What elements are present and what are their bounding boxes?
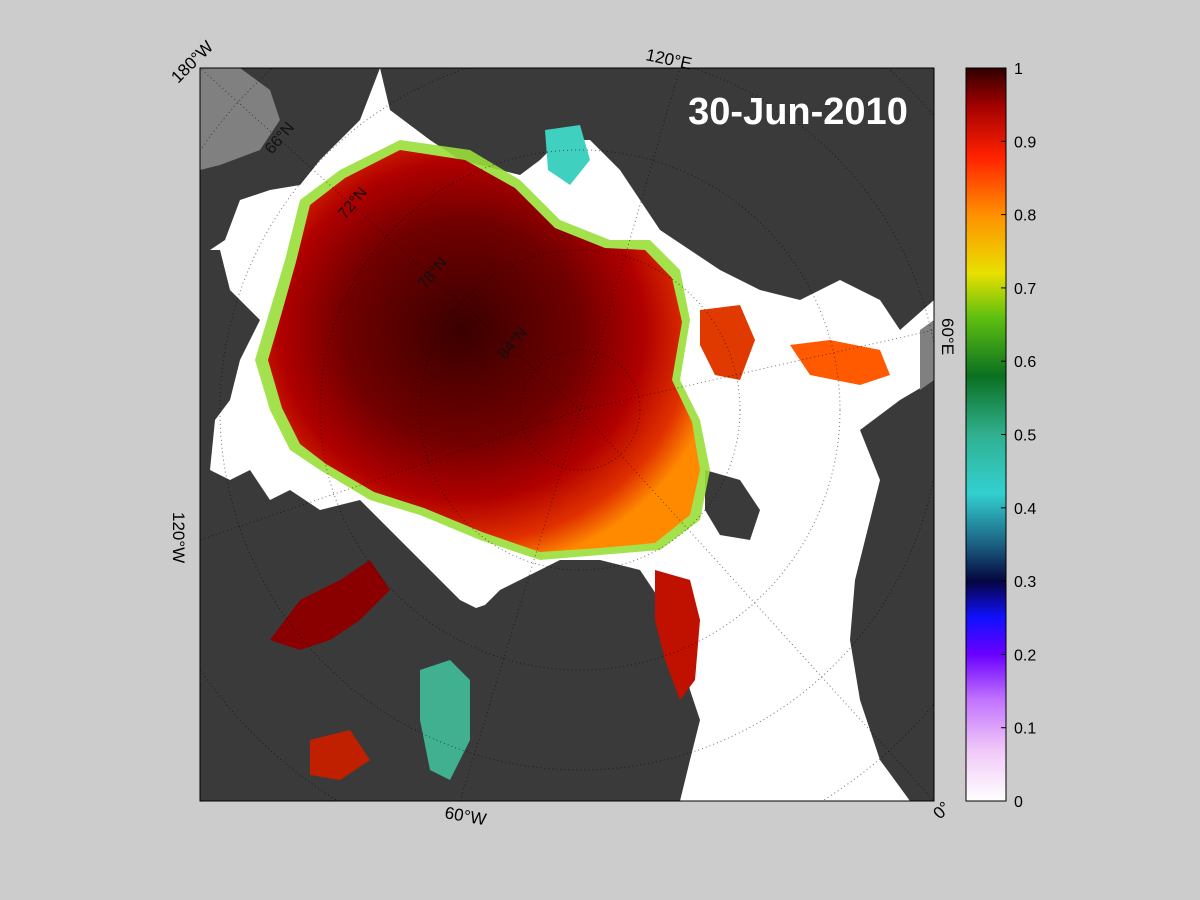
sea-ice-east-siberian (545, 125, 590, 185)
land-greenland (460, 575, 690, 801)
date-label: 30-Jun-2010 (688, 91, 908, 133)
map-frame (199, 67, 935, 802)
sea-ice-barents (700, 305, 755, 380)
sea-ice-hudson (310, 730, 370, 780)
longitude-label-0: 0° (929, 798, 954, 823)
sea-ice-core (268, 150, 700, 552)
colorbar-tick-label: 1 (1014, 61, 1023, 78)
colorbar-ticks: 0 0.1 0.2 0.3 0.4 0.5 0.6 0.7 0.8 0.9 1 (1001, 61, 1036, 811)
sea-ice-baffin (420, 660, 470, 780)
colorbar-tick-label: 0.6 (1014, 354, 1036, 371)
colorbar: 0 0.1 0.2 0.3 0.4 0.5 0.6 0.7 0.8 0.9 1 (965, 61, 1036, 811)
longitude-label-60e: 60°E (938, 318, 957, 355)
colorbar-tick-label: 0.5 (1014, 428, 1036, 445)
colorbar-tick-label: 0.8 (1014, 208, 1036, 225)
longitude-label-60w: 60°W (443, 803, 487, 829)
colorbar-tick-label: 0.2 (1014, 647, 1036, 664)
masked-area-upper-left (200, 68, 280, 170)
sea-ice-kara (790, 340, 890, 385)
masked-area-right (920, 320, 934, 390)
land-siberia (380, 68, 934, 330)
colorbar-tick-label: 0 (1014, 794, 1023, 811)
sea-ice-archipelago (270, 560, 390, 650)
colorbar-tick-label: 0.4 (1014, 501, 1036, 518)
colorbar-tick-label: 0.9 (1014, 134, 1036, 151)
land-svalbard (705, 470, 760, 540)
colorbar-tick-label: 0.3 (1014, 574, 1036, 591)
graticule (200, 68, 934, 801)
colorbar-tick-label: 0.7 (1014, 281, 1036, 298)
colorbar-tick-label: 0.1 (1014, 721, 1036, 738)
sea-ice-east-greenland (655, 570, 700, 700)
colorbar-ramp (965, 67, 1007, 802)
polar-map: 66°N 72°N 78°N 84°N 30-Jun-2010 (200, 68, 934, 801)
longitude-label-120w: 120°W (169, 512, 188, 563)
